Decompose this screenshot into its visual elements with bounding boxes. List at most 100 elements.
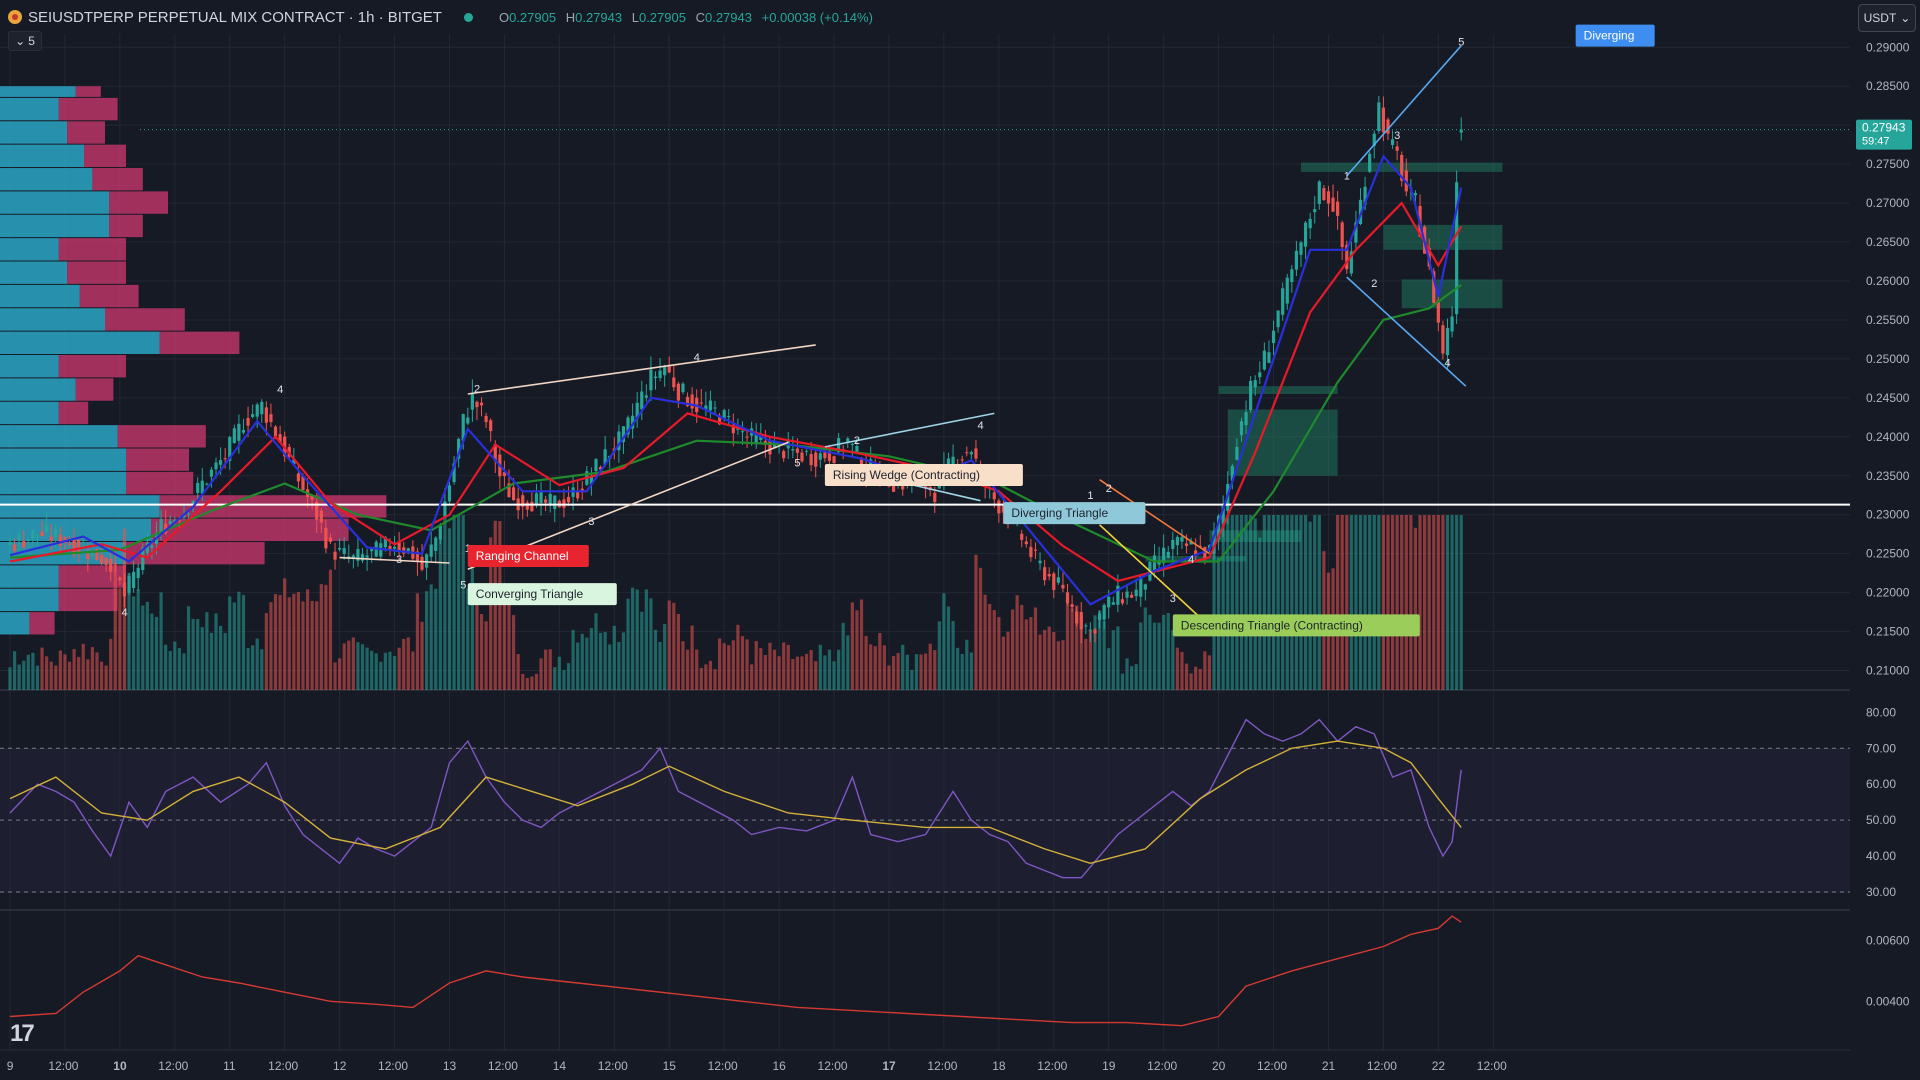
candle-body <box>1313 209 1317 213</box>
candle-body <box>1290 269 1294 283</box>
time-tick-label: 22 <box>1432 1059 1446 1073</box>
indicators-collapse-button[interactable]: ⌄ 5 <box>8 31 42 51</box>
volume-bar <box>26 654 30 690</box>
volume-bar <box>539 658 543 690</box>
candle-body <box>328 537 333 542</box>
ohlc-open-value: 0.27905 <box>509 9 557 25</box>
volume-bar <box>35 665 40 690</box>
volume-bar <box>493 520 497 690</box>
candle-body <box>356 549 360 561</box>
candle-body <box>1390 139 1395 145</box>
volume-bar <box>795 656 800 690</box>
candle-body <box>251 414 255 417</box>
volume-profile-bar-up <box>0 238 59 261</box>
candle-body <box>438 525 442 540</box>
volume-bar <box>1056 641 1060 690</box>
volume-bar <box>1345 515 1349 690</box>
volume-bar <box>1294 515 1299 690</box>
volume-bar <box>1093 615 1097 690</box>
candle-body <box>621 426 626 443</box>
price-tick-label: 0.24000 <box>1866 430 1910 444</box>
candle-body <box>324 527 328 549</box>
volume-bar <box>1239 515 1244 690</box>
price-tick-label: 0.29000 <box>1866 40 1910 54</box>
candle-body <box>1331 197 1335 212</box>
pattern-pivot-label: 5 <box>1458 37 1464 49</box>
volume-bar <box>246 647 250 690</box>
candle-body <box>292 459 296 465</box>
candle-body <box>658 370 662 378</box>
price-tick-label: 0.26500 <box>1866 235 1910 249</box>
volume-profile-bar-up <box>0 308 105 331</box>
candle-body <box>22 541 26 548</box>
candle-body <box>164 523 168 534</box>
candle-body <box>855 446 859 452</box>
volume-bar <box>1043 629 1047 690</box>
candle-body <box>1043 567 1047 581</box>
candle-body <box>1235 446 1239 460</box>
price-change: +0.00038 (+0.14%) <box>761 9 873 25</box>
time-tick-label: 12:00 <box>1147 1059 1177 1073</box>
volume-bar <box>1368 515 1372 690</box>
volume-bar <box>772 649 777 690</box>
currency-select[interactable]: USDT ⌄ <box>1858 4 1916 32</box>
time-tick-label: 18 <box>992 1059 1006 1073</box>
volume-bars <box>8 515 1463 690</box>
volume-bar <box>136 589 140 690</box>
candle-body <box>1267 352 1271 363</box>
indicator-count: 5 <box>28 34 35 48</box>
pattern-label: Rising Wedge (Contracting) <box>824 463 1023 486</box>
rsi-tick-label: 50.00 <box>1866 813 1896 827</box>
volume-bar <box>914 654 919 690</box>
candle-body <box>534 493 539 505</box>
volume-bar <box>745 639 749 690</box>
price-tick-label: 0.26000 <box>1866 274 1910 288</box>
ohlc-close-value: 0.27943 <box>704 9 752 25</box>
volume-bar <box>164 644 168 690</box>
currency-value: USDT <box>1863 11 1897 25</box>
time-tick-label: 12:00 <box>1367 1059 1397 1073</box>
volume-bar <box>305 589 310 690</box>
pattern-label: Diverging <box>1575 24 1655 47</box>
volume-bar <box>663 624 667 690</box>
candle-body <box>365 555 369 558</box>
candle-body <box>1432 271 1436 303</box>
candle-body <box>1111 602 1115 605</box>
volume-bar <box>81 643 85 690</box>
volume-bar <box>40 647 44 690</box>
volume-bar <box>1436 515 1440 690</box>
candle-body <box>1345 244 1349 270</box>
volume-bar <box>1358 515 1363 690</box>
volume-bar <box>1427 515 1431 690</box>
symbol-title[interactable]: SEIUSDTPERP PERPETUAL MIX CONTRACT · 1h … <box>28 8 442 26</box>
volume-bar <box>708 660 713 690</box>
candle-body <box>823 451 827 459</box>
candle-body <box>54 529 58 538</box>
volume-bar <box>814 661 818 690</box>
pattern-label-bg <box>467 545 589 567</box>
volume-bar <box>1130 666 1134 690</box>
volume-bar <box>370 650 374 690</box>
candle-body <box>269 414 273 422</box>
volume-bar <box>86 659 90 690</box>
volume-bar <box>1088 629 1093 690</box>
volume-bar <box>818 644 822 690</box>
volume-bar <box>1372 515 1376 690</box>
volume-bar <box>1290 515 1294 690</box>
candle-body <box>1075 611 1079 624</box>
candle-body <box>1194 550 1198 556</box>
candle-body <box>31 530 35 539</box>
candle-body <box>1368 153 1372 172</box>
volume-bar <box>731 640 735 690</box>
volume-bar <box>241 594 246 690</box>
candle-body <box>255 404 259 417</box>
candle-body <box>576 491 580 499</box>
volume-bar <box>782 642 786 690</box>
volume-bar <box>17 664 21 690</box>
candle-body <box>338 547 342 550</box>
volume-profile-bar-up <box>0 121 68 144</box>
order-block-zone <box>1401 279 1503 309</box>
candle-body <box>1239 421 1244 436</box>
market-open-status-icon <box>463 12 473 22</box>
